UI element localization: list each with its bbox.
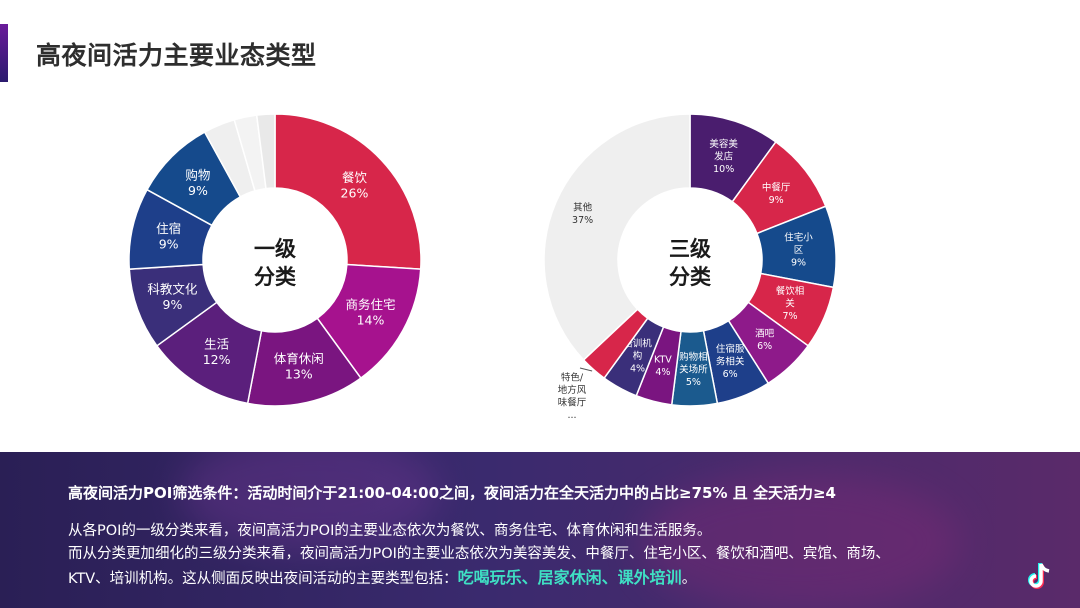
slice-name-label: 餐饮相 <box>776 285 805 297</box>
slice-value-label: 9% <box>188 183 208 198</box>
slice-name-label: 美容美 <box>709 138 738 150</box>
slice-name-label: ... <box>567 410 576 421</box>
slice-name-label: 味餐厅 <box>558 397 587 409</box>
slice-value-label: 6% <box>757 341 772 352</box>
slice-name-label: 餐饮 <box>342 170 368 185</box>
summary-line-3-text: KTV、培训机构。这从侧面反映出夜间活动的主要类型包括： <box>68 571 458 587</box>
slice-name-label: 构 <box>633 350 643 362</box>
slice-name-label: 特色/ <box>561 372 584 384</box>
slice-name-label: 发店 <box>714 151 733 163</box>
center-label: 三级 <box>669 237 711 261</box>
donut-slice <box>274 113 422 270</box>
summary-line-3-end: 。 <box>681 571 697 587</box>
summary-highlight: 吃喝玩乐、居家休闲、课外培训 <box>457 568 682 587</box>
slice-value-label: 9% <box>163 297 183 312</box>
chart-tertiary-categories: 美容美发店10%中餐厅9%住宅小区9%餐饮相关7%酒吧6%住宿服务相关6%购物相… <box>543 113 837 421</box>
summary-line-2: 而从分类更加细化的三级分类来看，夜间高活力POI的主要业态依次为美容美发、中餐厅… <box>68 546 890 562</box>
panel-glow <box>180 452 440 552</box>
summary-line-3: KTV、培训机构。这从侧面反映出夜间活动的主要类型包括：吃喝玩乐、居家休闲、课外… <box>68 566 1008 591</box>
slice-value-label: 5% <box>686 377 701 388</box>
slice-value-label: 13% <box>285 366 313 381</box>
slice-value-label: 9% <box>791 258 806 269</box>
slice-value-label: 7% <box>782 311 797 322</box>
slice-value-label: 4% <box>630 363 645 374</box>
chart-primary-categories: 餐饮26%商务住宅14%体育休闲13%生活12%科教文化9%住宿9%购物9%一级… <box>128 113 422 407</box>
summary-panel: 高夜间活力POI筛选条件：活动时间介于21:00-04:00之间，夜间活力在全天… <box>0 452 1080 608</box>
slice-name-label: 住宅小 <box>784 232 813 244</box>
slice-name-label: 其他 <box>573 202 593 214</box>
panel-glow <box>640 472 960 608</box>
title-accent-bar <box>0 24 8 82</box>
music-note-icon <box>1028 563 1050 589</box>
slice-name-label: 购物相 <box>679 351 708 363</box>
center-label: 分类 <box>254 265 297 289</box>
slice-value-label: 10% <box>713 164 734 175</box>
donut-slice <box>543 113 691 362</box>
slice-name-label: 地方风 <box>558 384 587 396</box>
slice-name-label: 酒吧 <box>755 329 775 340</box>
slice-name-label: 科教文化 <box>147 282 198 297</box>
slice-name-label: 务相关 <box>716 356 745 368</box>
center-label: 分类 <box>669 265 712 289</box>
slice-name-label: 中餐厅 <box>762 181 791 193</box>
donut-slice <box>255 113 276 190</box>
slice-value-label: 26% <box>341 186 369 201</box>
slice-value-label: 9% <box>159 236 179 251</box>
slice-value-label: 37% <box>572 215 593 226</box>
page-title: 高夜间活力主要业态类型 <box>36 41 317 70</box>
slice-name-label: 购物 <box>185 168 210 183</box>
slice-value-label: 12% <box>203 352 231 367</box>
charts-area: 餐饮26%商务住宅14%体育休闲13%生活12%科教文化9%住宿9%购物9%一级… <box>128 113 837 421</box>
slice-name-label: 关 <box>785 298 795 310</box>
slice-value-label: 6% <box>723 369 738 380</box>
slice-name-label: 住宿 <box>156 221 181 236</box>
slice-name-label: 生活 <box>204 337 229 352</box>
slice-value-label: 9% <box>769 195 784 206</box>
slice-name-label: 区 <box>794 245 804 256</box>
slice-name-label: KTV <box>654 355 672 366</box>
summary-line-1: 从各POI的一级分类来看，夜间高活力POI的主要业态依次为餐饮、商务住宅、体育休… <box>68 523 712 539</box>
slice-name-label: 住宿服 <box>716 343 745 355</box>
slice-value-label: 14% <box>357 313 385 328</box>
summary-text: 从各POI的一级分类来看，夜间高活力POI的主要业态依次为餐饮、商务住宅、体育休… <box>68 520 1008 591</box>
leader-line <box>579 367 593 372</box>
slice-name-label: 关场所 <box>679 363 708 375</box>
center-label: 一级 <box>254 237 296 261</box>
filter-condition: 高夜间活力POI筛选条件：活动时间介于21:00-04:00之间，夜间活力在全天… <box>68 484 836 502</box>
slice-name-label: 商务住宅 <box>346 297 396 312</box>
slice-value-label: 4% <box>655 367 670 378</box>
slice-name-label: 体育休闲 <box>274 351 324 366</box>
